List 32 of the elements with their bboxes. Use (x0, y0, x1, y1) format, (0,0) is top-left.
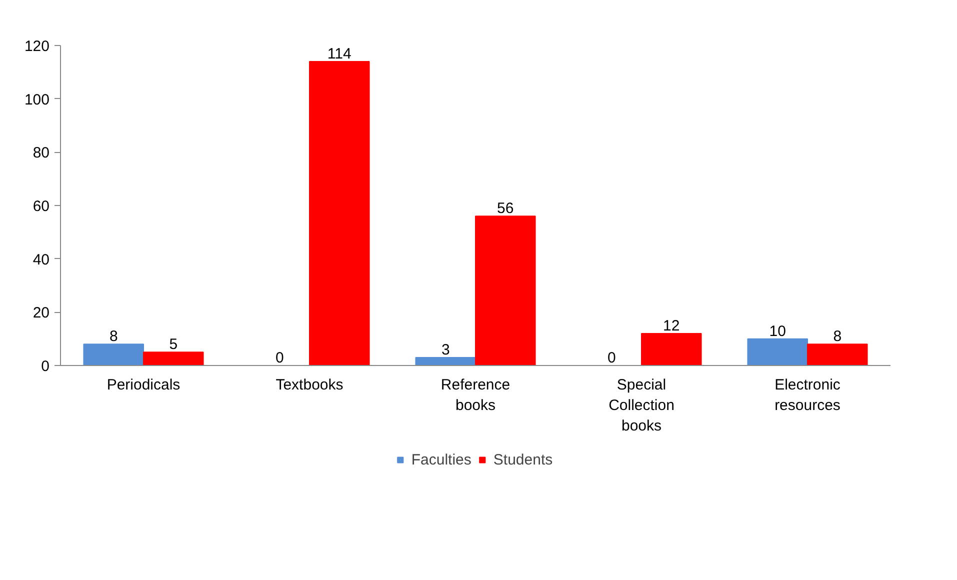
bar (415, 357, 476, 366)
data-label: 8 (833, 328, 842, 346)
y-tick-label: 80 (32, 144, 50, 162)
data-label: 0 (607, 350, 616, 366)
y-tick-label: 60 (32, 198, 50, 215)
bar (309, 61, 370, 366)
x-tick-label: Periodicals (106, 376, 180, 394)
y-tick-label: 0 (41, 358, 50, 375)
x-tick-label: Electronic resources (774, 376, 841, 414)
bar (143, 352, 204, 366)
data-label: 114 (327, 46, 352, 62)
bar (807, 344, 868, 366)
y-tick-label: 120 (24, 38, 50, 55)
data-label: 0 (275, 350, 284, 366)
data-label: 12 (663, 318, 680, 334)
legend-label: Faculties (411, 451, 472, 468)
x-tick-label: Textbooks (276, 376, 344, 394)
x-tick-label: Special Collection books (608, 376, 674, 434)
y-tick-label: 100 (24, 91, 50, 108)
bar (83, 344, 144, 366)
data-label: 5 (169, 336, 178, 354)
data-label: 56 (497, 200, 514, 218)
data-label: 8 (109, 328, 118, 346)
data-label: 3 (441, 342, 450, 358)
data-label: 10 (769, 322, 786, 340)
bar (475, 216, 536, 366)
y-tick-label: 20 (32, 304, 50, 322)
legend-label: Students (493, 451, 553, 468)
bar (641, 333, 702, 366)
y-tick-label: 40 (32, 251, 50, 268)
bar (747, 338, 808, 366)
x-tick-label: Reference books (440, 376, 510, 414)
